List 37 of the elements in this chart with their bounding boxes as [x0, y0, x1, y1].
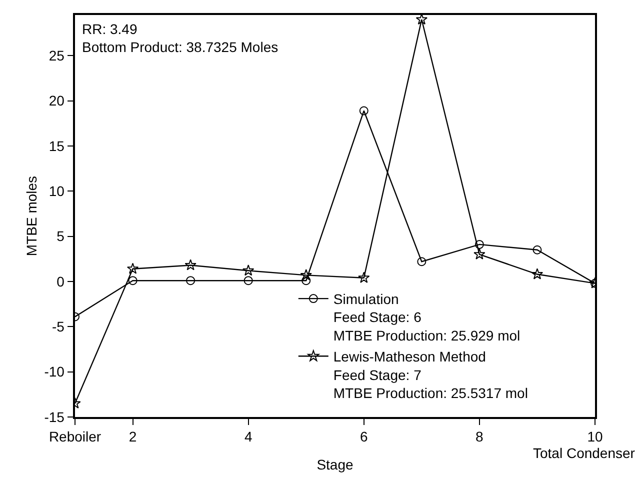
point — [186, 276, 196, 286]
legend-label: Simulation Feed Stage: 6 MTBE Production: 25.929 mol — [333, 291, 520, 344]
point — [244, 276, 253, 286]
x-tick-label: 8 — [476, 428, 484, 445]
y-tick-label: 10 — [48, 183, 65, 200]
x-tick-label: 4 — [244, 428, 252, 445]
point — [474, 248, 486, 260]
y-tick-label: -10 — [44, 364, 65, 380]
point — [302, 276, 311, 286]
x-tick-label: 10 — [587, 428, 603, 445]
point — [417, 257, 426, 266]
point — [300, 269, 312, 280]
y-tick-label: 5 — [56, 228, 65, 244]
point — [184, 259, 196, 270]
x-tick-label: 6 — [360, 428, 368, 445]
point — [128, 276, 138, 286]
point — [358, 272, 370, 283]
annotation: RR: 3.49 Bottom Product: 38.7325 Moles — [82, 21, 278, 56]
legend-label: Lewis-Matheson Method Feed Stage: 7 MTBE Production: 25.5317 mol — [333, 348, 528, 402]
x-tick-label: 2 — [128, 428, 137, 445]
point — [474, 240, 484, 249]
point — [359, 106, 368, 116]
x-axis-title: Stage — [316, 456, 354, 472]
point — [531, 268, 544, 280]
text: Total Condenser — [533, 445, 636, 461]
y-axis-title: MTBE moles — [24, 176, 40, 256]
y-tick-label: -15 — [44, 408, 65, 425]
point — [532, 245, 542, 254]
point — [242, 264, 254, 276]
y-tick-label: 15 — [48, 138, 65, 154]
y-tick-label: 20 — [48, 92, 65, 109]
point — [126, 262, 139, 274]
y-tick-label: 0 — [56, 273, 65, 290]
x-tick-label: Reboiler — [48, 428, 102, 445]
y-tick-label: -5 — [52, 318, 65, 335]
y-tick-label: 25 — [48, 48, 65, 64]
point — [416, 15, 428, 25]
